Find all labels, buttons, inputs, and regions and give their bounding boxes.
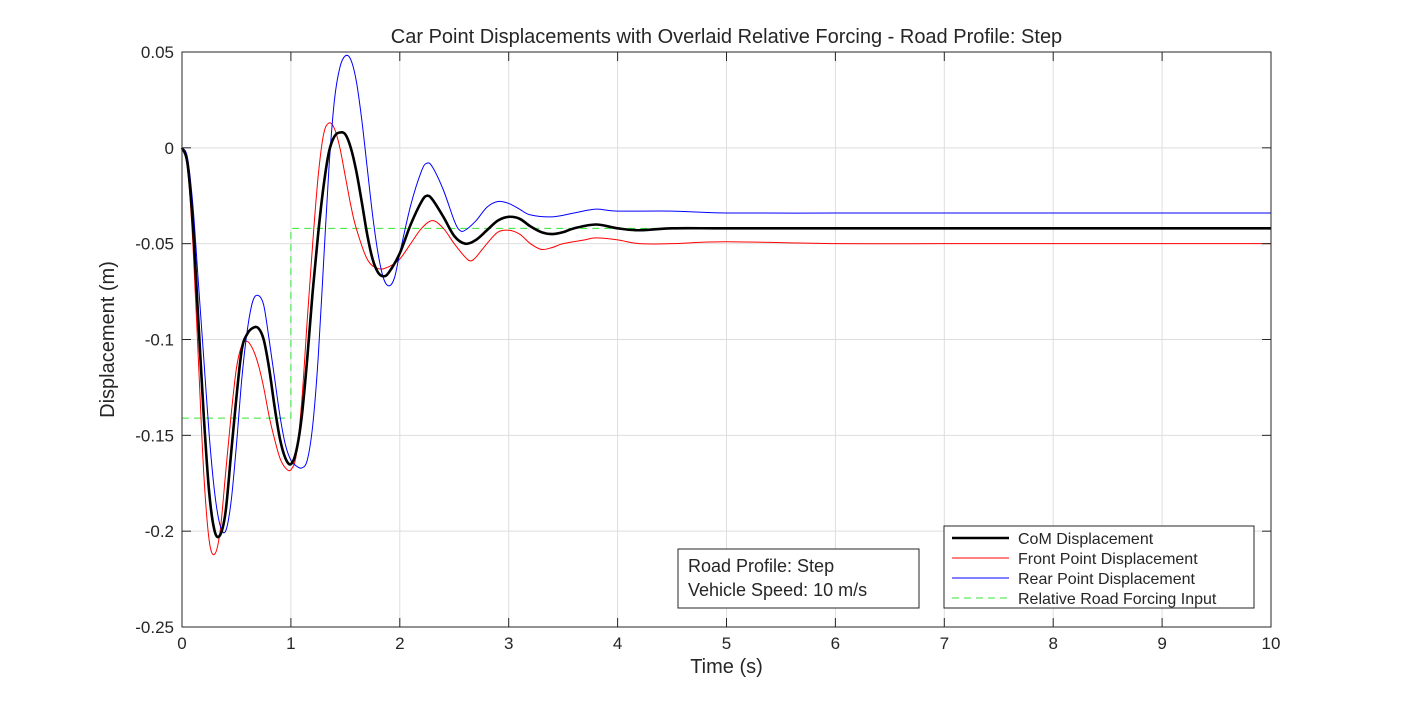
y-tick-label: -0.15 [135, 426, 174, 445]
chart-title: Car Point Displacements with Overlaid Re… [391, 26, 1062, 48]
y-tick-label: -0.1 [145, 331, 174, 350]
legend-label: Relative Road Forcing Input [1018, 591, 1217, 608]
x-tick-label: 10 [1262, 634, 1281, 653]
x-tick-label: 6 [831, 634, 840, 653]
y-tick-label: 0 [165, 139, 174, 158]
x-tick-label: 5 [722, 634, 731, 653]
y-tick-label: -0.2 [145, 522, 174, 541]
series-line-rear-point-displacement [181, 54, 1271, 534]
x-tick-label: 1 [286, 634, 295, 653]
y-tick-label: -0.25 [135, 618, 174, 637]
legend-frame [943, 525, 1255, 609]
series-line-relative-road-forcing-input [182, 227, 1271, 419]
legend: CoM Displacement Front Point Displacement… [943, 525, 1255, 609]
series-line-front-point-displacement [181, 122, 1271, 556]
x-tick-label: 9 [1157, 634, 1166, 653]
x-tick-label: 4 [613, 634, 622, 653]
legend-label: Rear Point Displacement [1018, 571, 1196, 588]
y-tick-label: -0.05 [135, 235, 174, 254]
legend-label: Front Point Displacement [1018, 551, 1198, 568]
x-tick-label: 7 [940, 634, 949, 653]
y-tick-label: 0.05 [141, 43, 174, 62]
annotation-line-road-profile: Road Profile: Step [688, 556, 834, 576]
x-axis-label: Time (s) [690, 656, 763, 678]
x-tick-label: 2 [395, 634, 404, 653]
legend-label: CoM Displacement [1018, 531, 1154, 548]
annotation-line-vehicle-speed: Vehicle Speed: 10 m/s [688, 580, 867, 600]
series-line-com-displacement [180, 130, 1271, 539]
annotation-frame [677, 548, 920, 609]
x-tick-label: 3 [504, 634, 513, 653]
x-tick-label: 0 [177, 634, 186, 653]
axis-ticks: 0 1 2 3 4 5 6 7 8 9 10 -0.25 -0.2 -0.15 -0.1 -0.05 0 0.05 [135, 43, 1280, 653]
series-lines [180, 54, 1271, 556]
x-tick-label: 8 [1048, 634, 1057, 653]
y-axis-label: Displacement (m) [97, 261, 119, 418]
annotation-box: Road Profile: Step Vehicle Speed: 10 m/s [677, 548, 920, 609]
